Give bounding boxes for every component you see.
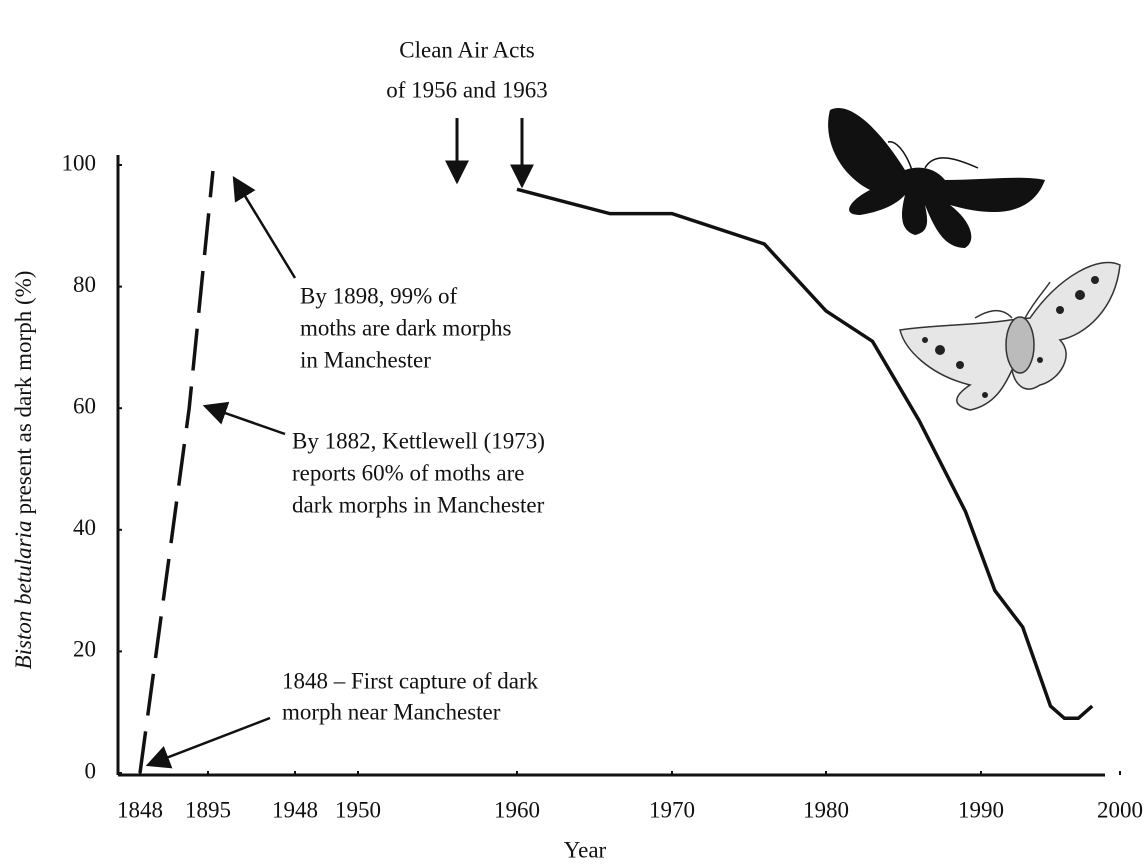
- x-tick-label: 1980: [803, 797, 849, 822]
- series-line: [516, 187, 1094, 721]
- x-tick-label: 1848: [117, 797, 163, 822]
- annotation: 1848 – First capture of dark: [282, 668, 539, 693]
- x-tick-label: 1895: [185, 797, 231, 822]
- dark-moth: [828, 108, 1045, 248]
- y-axis-label-part: present as dark morph (%): [11, 271, 36, 515]
- x-axis-label: Year: [564, 837, 607, 862]
- x-tick-label: 1990: [958, 797, 1004, 822]
- annotation: reports 60% of moths are: [292, 460, 525, 485]
- x-tick-label: 1970: [649, 797, 695, 822]
- annotation: moths are dark morphs: [300, 315, 511, 340]
- y-tick-label: 60: [73, 393, 96, 418]
- y-tick-label: 20: [73, 637, 96, 662]
- pale-moth: [899, 261, 1121, 411]
- arrow: [232, 175, 297, 279]
- annotation: dark morphs in Manchester: [292, 492, 545, 517]
- y-axis-label: Biston betularia present as dark morph (%…: [11, 271, 36, 670]
- x-tick-label: 2000: [1097, 797, 1143, 822]
- x-tick-label: 1950: [335, 797, 381, 822]
- y-tick-label: 0: [85, 758, 97, 783]
- y-tick-label: 80: [73, 272, 96, 297]
- annotation: morph near Manchester: [282, 699, 501, 724]
- annotation: in Manchester: [300, 347, 431, 372]
- series-line: [138, 170, 215, 774]
- y-axis-label-part: Biston betularia: [11, 521, 36, 670]
- annotation: By 1882, Kettlewell (1973): [292, 428, 545, 453]
- annotation: of 1956 and 1963: [386, 77, 548, 102]
- y-tick-label: 100: [62, 150, 97, 175]
- arrow: [202, 401, 286, 436]
- y-tick-label: 40: [73, 515, 96, 540]
- annotation: By 1898, 99% of: [300, 283, 458, 308]
- annotation: Clean Air Acts: [399, 37, 534, 62]
- x-tick-label: 1948: [272, 797, 318, 822]
- arrow: [145, 716, 271, 769]
- axes: [116, 155, 1105, 777]
- x-tick-label: 1960: [494, 797, 540, 822]
